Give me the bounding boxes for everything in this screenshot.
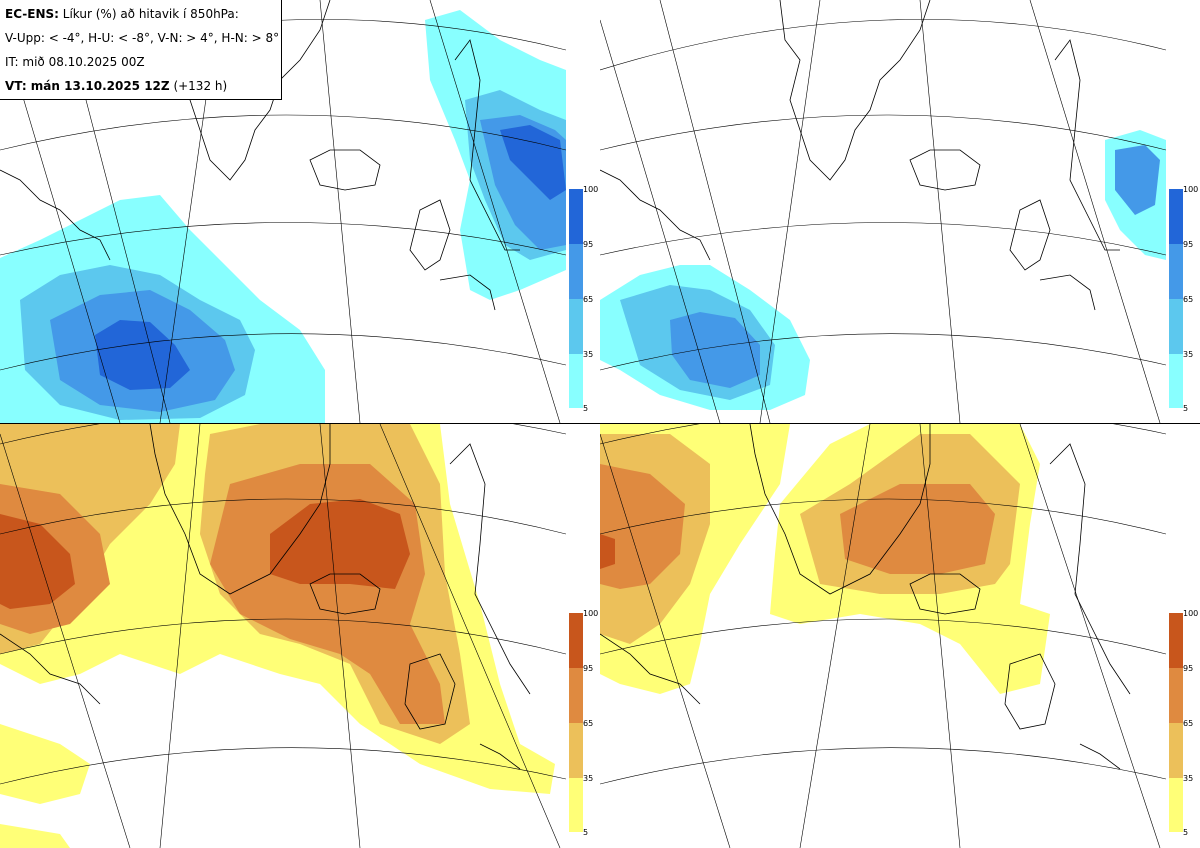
colorbar-warm-left bbox=[569, 613, 583, 832]
map-panel-warm-4 bbox=[0, 424, 566, 848]
tick-100: 100 bbox=[583, 185, 599, 194]
tick-5: 5 bbox=[583, 404, 589, 413]
graticule bbox=[600, 424, 1166, 848]
valid-offset: (+132 h) bbox=[173, 79, 228, 93]
colorbar-warm-right bbox=[1169, 613, 1183, 832]
coastlines bbox=[600, 424, 1131, 770]
tick-5: 5 bbox=[1183, 828, 1189, 837]
colorbar-cold-right bbox=[1169, 189, 1183, 408]
tick-5: 5 bbox=[1183, 404, 1189, 413]
coastlines bbox=[0, 0, 520, 311]
map-warm-8 bbox=[600, 424, 1166, 848]
prob-shading bbox=[600, 130, 1166, 410]
tick-100: 100 bbox=[1183, 185, 1199, 194]
valid-time: VT: mán 13.10.2025 12Z bbox=[5, 79, 170, 93]
title-text: Líkur (%) að hitavik í 850hPa: bbox=[62, 7, 239, 21]
tick-65: 65 bbox=[1183, 295, 1194, 304]
graticule bbox=[0, 424, 566, 848]
tick-65: 65 bbox=[1183, 719, 1194, 728]
tick-35: 35 bbox=[1183, 350, 1194, 359]
tick-100: 100 bbox=[583, 609, 599, 618]
panel-divider bbox=[0, 423, 1200, 424]
info-box: EC-ENS: Líkur (%) að hitavik í 850hPa: V… bbox=[0, 0, 282, 100]
valid-time-line: VT: mán 13.10.2025 12Z (+132 h) bbox=[5, 74, 281, 98]
graticule bbox=[600, 0, 1166, 423]
tick-95: 95 bbox=[1183, 664, 1194, 673]
prob-shading bbox=[0, 424, 555, 848]
prob-shading bbox=[0, 10, 566, 423]
colorbar-cold-left bbox=[569, 189, 583, 408]
title-line: EC-ENS: Líkur (%) að hitavik í 850hPa: bbox=[5, 2, 281, 26]
map-panel-warm-8 bbox=[600, 424, 1166, 848]
tick-95: 95 bbox=[583, 664, 594, 673]
tick-35: 35 bbox=[1183, 774, 1194, 783]
tick-95: 95 bbox=[1183, 240, 1194, 249]
prob-shading bbox=[600, 424, 1050, 694]
map-panel-cold-8 bbox=[600, 0, 1166, 423]
tick-95: 95 bbox=[583, 240, 594, 249]
coastlines bbox=[600, 0, 1120, 311]
panel-legend-line: V-Upp: < -4°, H-U: < -8°, V-N: > 4°, H-N… bbox=[5, 31, 280, 45]
model-label: EC-ENS: bbox=[5, 7, 59, 21]
tick-5: 5 bbox=[583, 828, 589, 837]
tick-65: 65 bbox=[583, 719, 594, 728]
tick-35: 35 bbox=[583, 774, 594, 783]
issue-time: IT: mið 08.10.2025 00Z bbox=[5, 55, 145, 69]
tick-65: 65 bbox=[583, 295, 594, 304]
tick-35: 35 bbox=[583, 350, 594, 359]
map-cold-8 bbox=[600, 0, 1166, 423]
tick-100: 100 bbox=[1183, 609, 1199, 618]
coastlines bbox=[0, 424, 531, 770]
map-warm-4 bbox=[0, 424, 566, 848]
